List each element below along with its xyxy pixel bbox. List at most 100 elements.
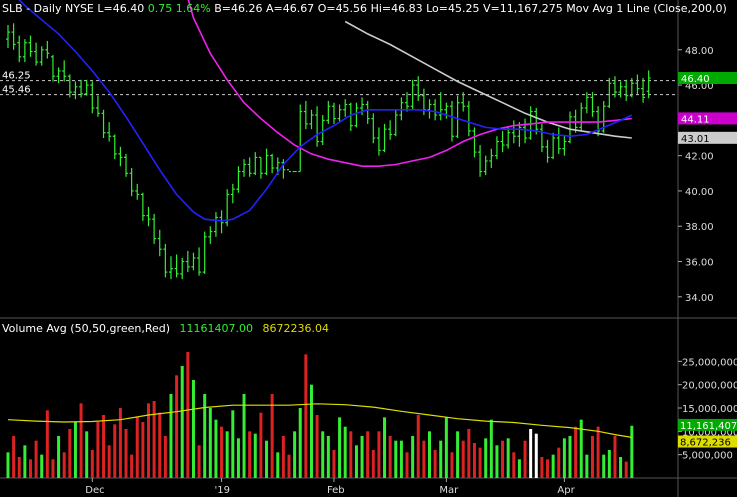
volume-bar [315,415,319,478]
volume-bar [467,429,471,478]
volume-tick-label: 25,000,000 [682,357,737,368]
volume-bar [461,440,465,478]
volume-bar [220,426,224,478]
volume-bar [489,419,493,478]
volume-bar [551,454,555,478]
price-tick-label: 36.00 [685,258,714,269]
volume-bar [422,440,426,478]
volume-bar [433,450,437,478]
price-tick-label: 42.00 [685,152,714,163]
price-tag-label: 46.40 [681,74,710,85]
volume-bar [130,454,134,478]
volume-bar [456,431,460,478]
volume-bar [574,426,578,478]
ask-price: A=46.67 [265,2,315,15]
volume-bar [428,431,431,478]
volume-bar [186,352,190,478]
volume-bar [113,424,117,478]
volume-bar [512,452,516,478]
volume-bar [590,436,594,478]
volume-tag [678,418,737,431]
price-tick-label: 38.00 [685,222,714,233]
volume-bar [265,440,269,478]
price-tag [678,72,737,84]
volume-bar [62,452,66,478]
volume-bar [147,403,150,478]
volume-bar [343,426,347,478]
volume-bar [73,422,77,478]
volume-bar [377,431,381,478]
volume-bar [596,426,600,478]
volume-bar [360,436,364,478]
time-tick-label: Feb [327,485,345,496]
volume-bar [338,417,342,478]
price-tick-label: 48.00 [685,46,714,57]
volume-bar [613,436,617,478]
volume-bar [332,450,336,478]
volume-bar [411,436,415,478]
volume-avg-label: Volume Avg (50,50,green,Red) [2,322,171,335]
volume-bar [557,447,561,478]
volume-avg-value: 11161407.00 [179,322,253,335]
volume-tick-label: 15,000,000 [682,404,737,415]
price-tick-label: 34.00 [685,293,714,304]
price-tag-label: 43.01 [681,134,710,145]
volume-bar [298,408,302,478]
volume-bar [180,366,184,478]
volume-bar [579,419,583,478]
volume-bar [79,403,83,478]
volume-bar [118,408,122,478]
volume-tick-label: 5,000,000 [682,451,733,462]
volume-bar [529,429,533,478]
volume-average-line [7,403,632,438]
volume-bar [546,459,550,478]
volume-bar [506,438,510,478]
volume-bar [45,410,49,478]
price-tick-label: 40.00 [685,187,714,198]
volume-bar [259,412,263,478]
low-price: Lo=45.25 [426,2,480,15]
volume-bar [12,436,16,478]
volume-tag [678,435,737,448]
volume-bar [366,431,370,478]
volume-bar [568,436,572,478]
price-tag [678,112,737,125]
volume-bar [90,450,94,478]
volume-bar [354,445,358,478]
volume-bar [399,440,403,478]
volume-bar [169,394,173,478]
volume-bar [450,452,454,478]
moving-average-label: Mov Avg 1 Line (Close,200,0) [566,2,727,15]
volume-bar [517,459,521,478]
volume-bar [96,422,100,478]
volume-bar [607,450,611,478]
price-tag-label: 44.11 [681,114,710,125]
volume-bar [416,415,420,478]
bid-price: B=46.26 [214,2,263,15]
ma100-line [187,0,632,167]
volume-bar [540,457,544,478]
price-tag [678,131,737,144]
high-price: Hi=46.83 [370,2,423,15]
volume-bar [191,380,195,478]
volume-bar [293,431,297,478]
volume-bar [57,436,61,478]
volume-bar [158,412,162,478]
volume-bar [203,394,207,478]
volume-bar [287,454,291,478]
chart-header: SLB - Daily NYSE L=46.40 0.75 1.64% B=46… [2,2,727,15]
volume-bar [175,375,179,478]
volume-bar [236,438,240,478]
volume-bar [51,459,55,478]
volume-bar [309,384,313,478]
volume-bar [225,431,229,478]
open-price: O=45.56 [317,2,368,15]
volume-bar [371,450,375,478]
volume-bar [630,425,634,478]
volume-bar [321,431,325,478]
volume-tick-label: 20,000,000 [682,381,737,392]
volume-bar [102,415,106,478]
volume-bar [141,422,145,478]
period-label: Daily [33,2,62,15]
